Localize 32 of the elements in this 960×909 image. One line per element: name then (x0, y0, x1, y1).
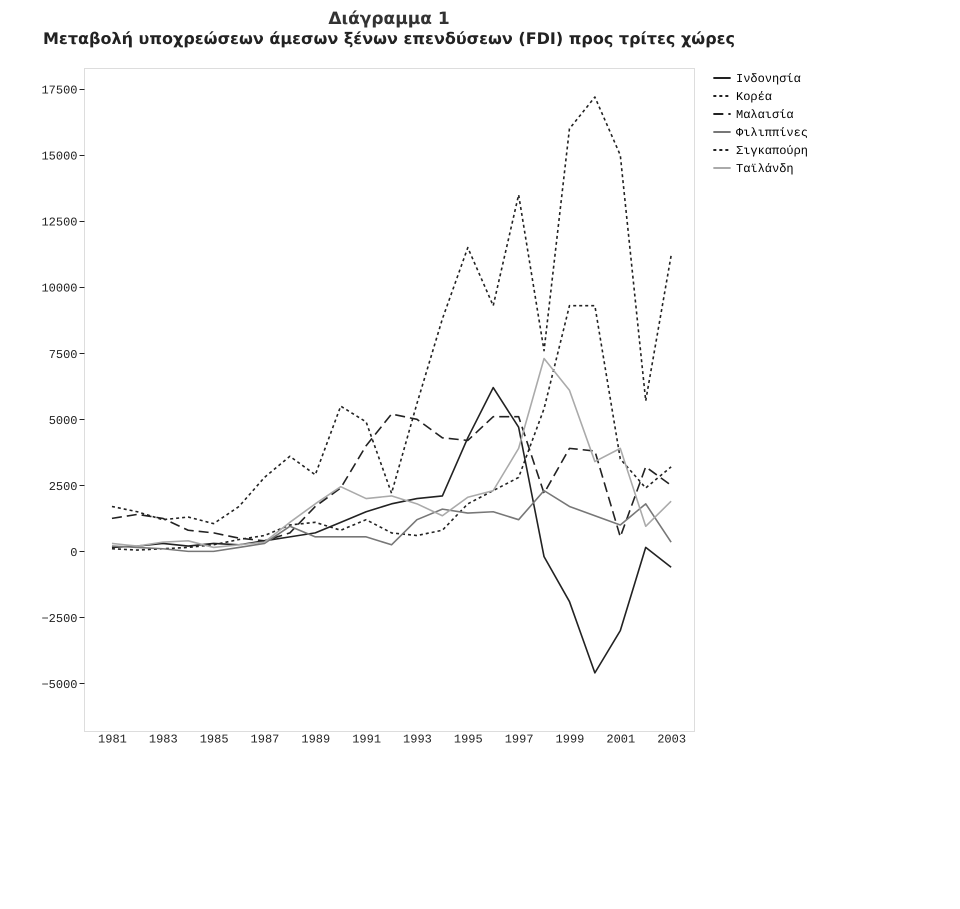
line-series (111, 358, 672, 548)
y-tick-label: 0 (70, 546, 78, 560)
y-tick-label: 15000 (41, 150, 78, 164)
y-tick-label: 5000 (48, 414, 78, 428)
chart-title: Διάγραμμα 1 (328, 9, 450, 29)
x-tick-label: 1995 (454, 732, 483, 746)
y-tick-label: 17500 (41, 84, 78, 98)
y-tick-label: 2500 (48, 480, 78, 494)
x-tick-label: 1991 (352, 732, 382, 746)
legend-label: Μαλαισία (736, 108, 794, 122)
y-tick-label: 12500 (41, 216, 78, 230)
x-tick-label: 2001 (606, 732, 636, 746)
x-tick-label: 1985 (200, 732, 229, 746)
legend-label: Σιγκαπούρη (736, 144, 808, 158)
x-tick-label: 1993 (403, 732, 432, 746)
x-tick-label: 1983 (148, 732, 178, 746)
y-tick-label: 10000 (41, 282, 78, 296)
x-tick-label: 1989 (301, 732, 330, 746)
legend-label: Ινδονησία (736, 72, 801, 86)
chart-subtitle: Μεταβολή υποχρεώσεων άμεσων ξένων επενδύσεων (FDI) προς τρίτες χώρες (42, 29, 736, 48)
x-tick-label: 1981 (98, 732, 127, 746)
line-series (111, 490, 672, 552)
y-tick-label: −5000 (41, 678, 78, 692)
y-tick-label: −2500 (41, 612, 78, 626)
legend-label: Κορέα (736, 90, 772, 104)
x-tick-label: 1987 (250, 732, 280, 746)
x-tick-label: 1997 (504, 732, 534, 746)
legend-label: Φιλιππίνες (736, 126, 808, 140)
x-tick-label: 1999 (556, 732, 584, 746)
legend-label: Ταϊλάνδη (736, 162, 794, 176)
x-tick-label: 2003 (657, 732, 686, 746)
y-tick-label: 7500 (48, 348, 78, 362)
